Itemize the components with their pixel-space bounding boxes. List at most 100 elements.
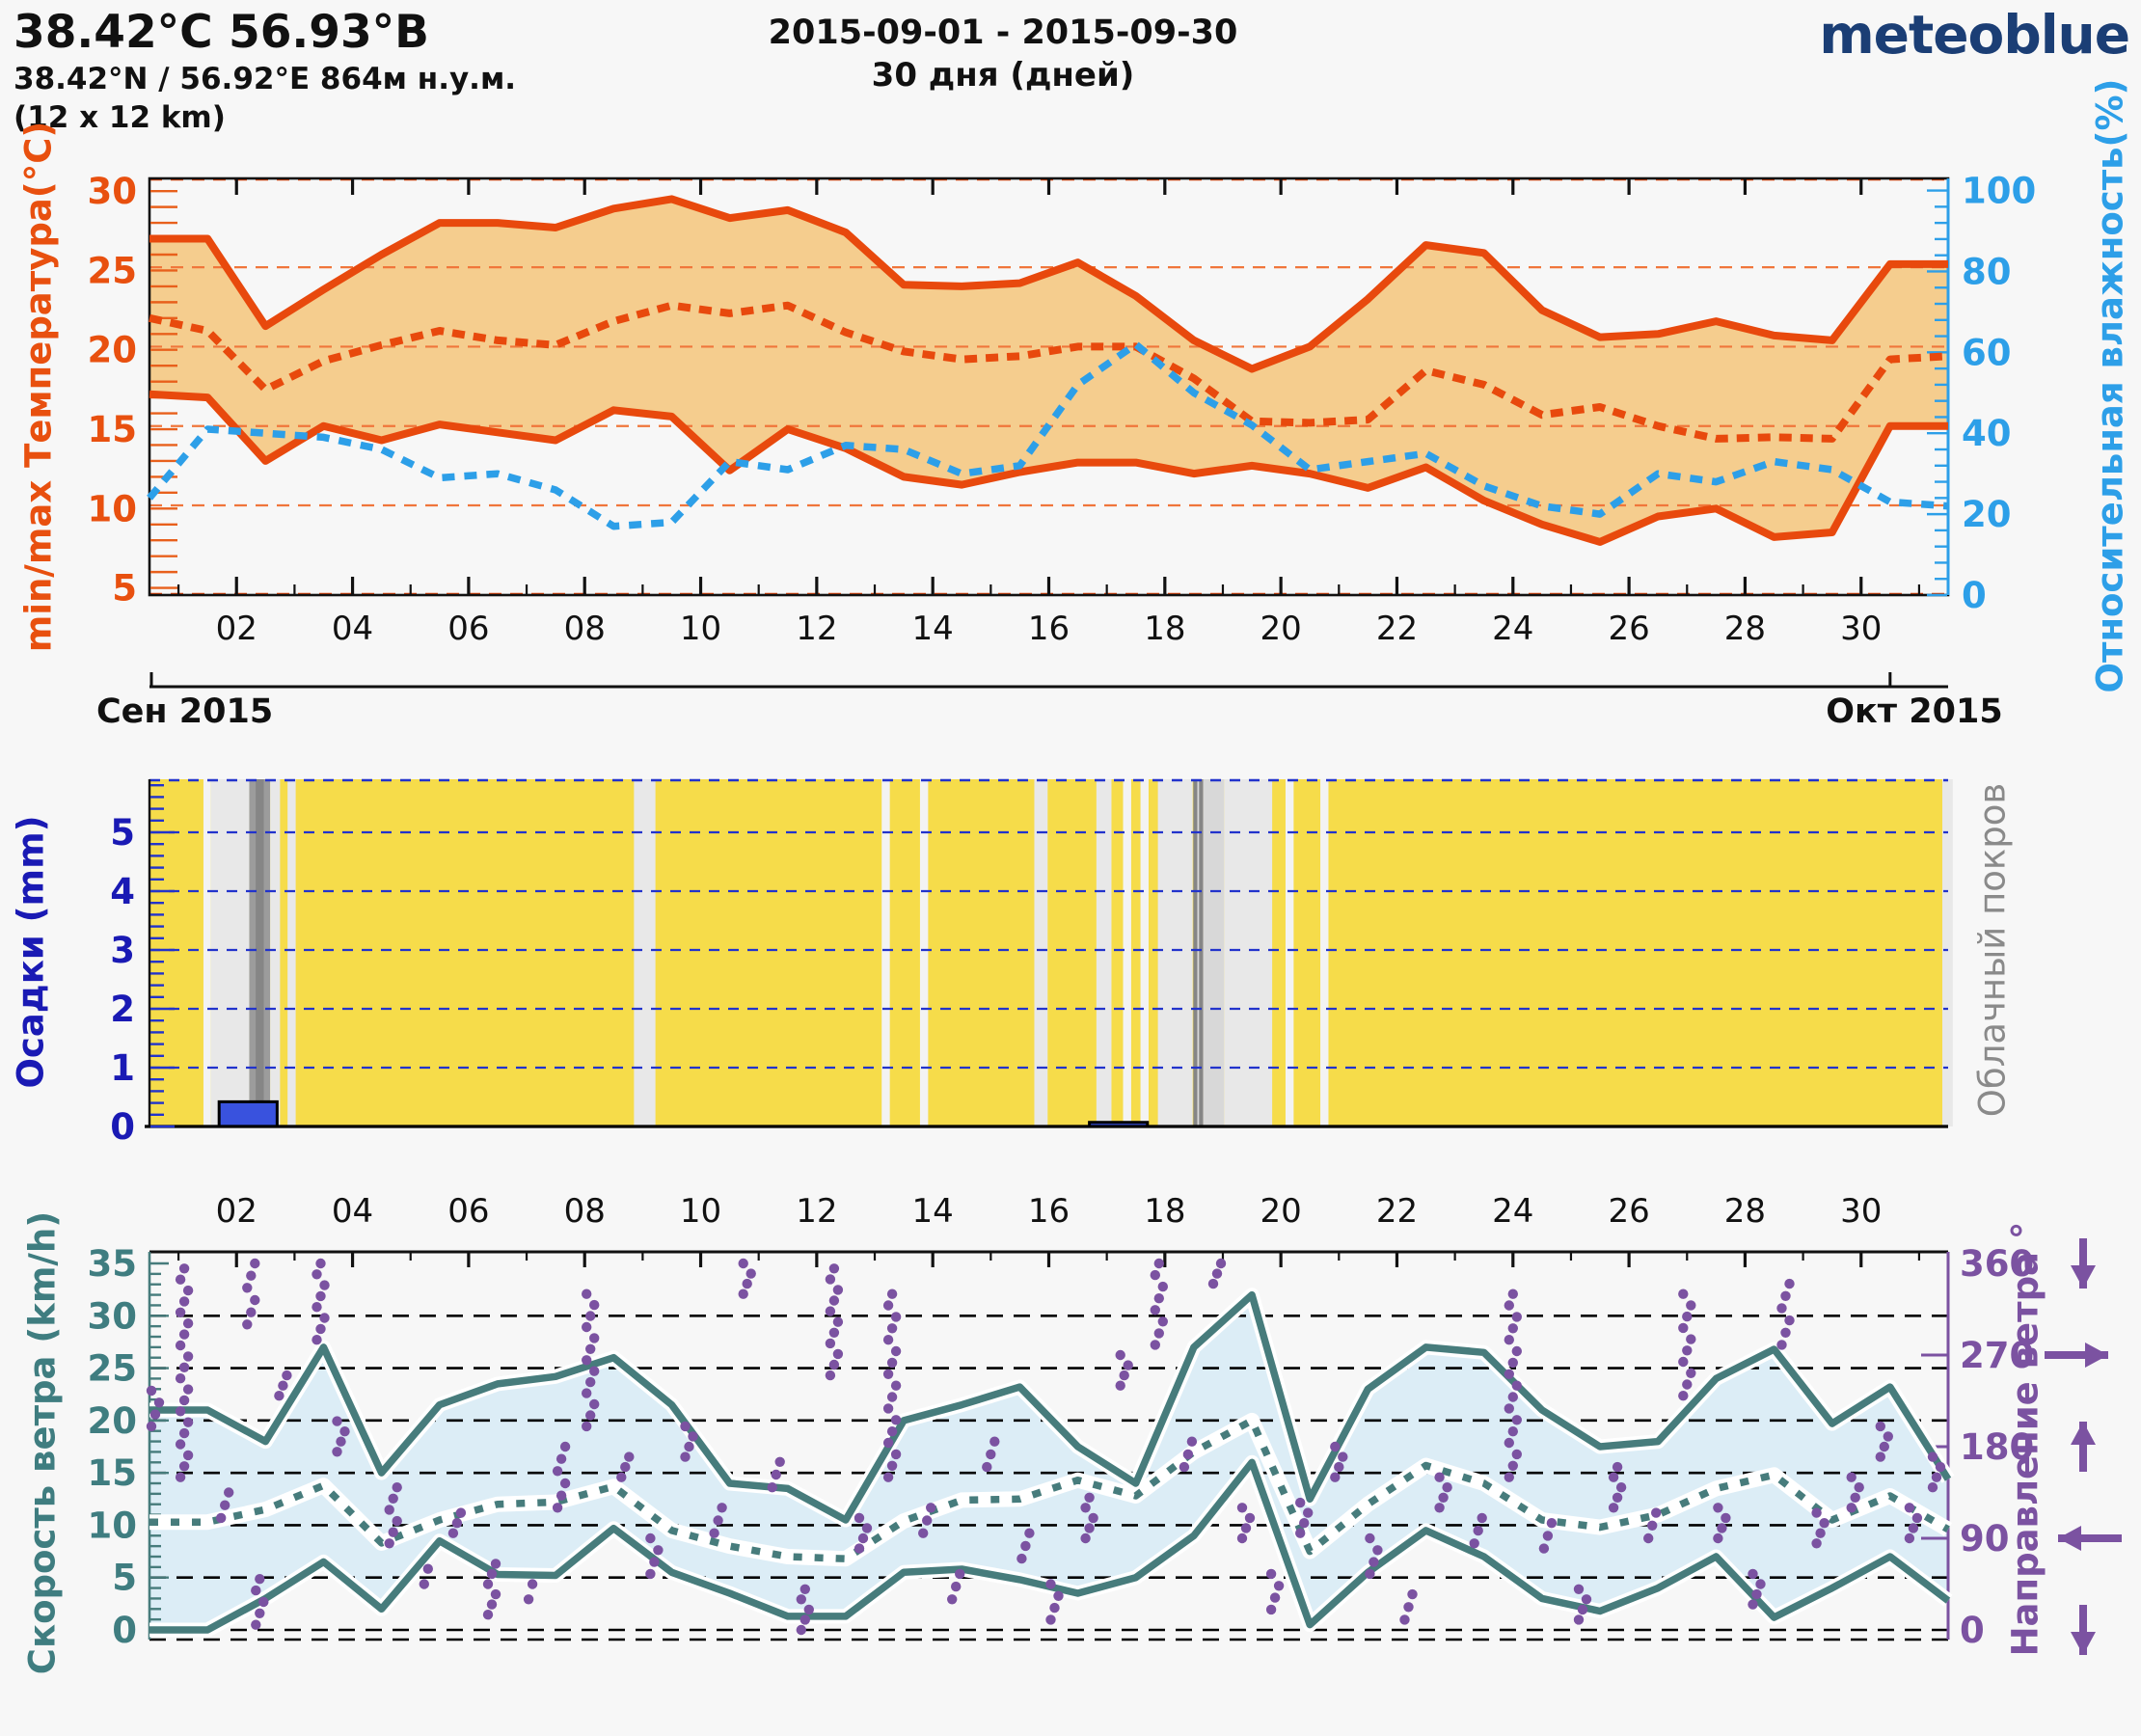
wind-direction-dot (1846, 1503, 1856, 1513)
wind-direction-dot (989, 1436, 1000, 1447)
wind-direction-dot (1811, 1538, 1822, 1549)
cloud-stripe (1197, 779, 1200, 1126)
wind-direction-dot (175, 1472, 186, 1482)
wind-direction-dot (447, 1528, 459, 1538)
wind-direction-dot (882, 1369, 894, 1380)
wind-direction-dot (709, 1528, 719, 1538)
wind-chart: 02 04 06 08 10 12 14 16 18 20 22 24 26 28 30 35 30 25 20 15… (88, 1192, 2122, 1655)
wind-direction-dot (955, 1568, 965, 1580)
wind-direction-dot (1244, 1512, 1256, 1524)
wind-direction-dot (738, 1288, 748, 1299)
wind-direction-dot (1372, 1545, 1383, 1556)
wind-direction-dot (1504, 1300, 1515, 1311)
wind-direction-dot (1240, 1523, 1252, 1533)
model-grid-line: (12 x 12 km) (14, 100, 226, 135)
wind-day-label: 20 (1260, 1192, 1302, 1231)
wind-direction-dot (559, 1478, 571, 1489)
cloud-stripe (203, 779, 211, 1126)
wind-direction-dot (1236, 1503, 1248, 1513)
wind-direction-dot (552, 1503, 563, 1513)
precip-tick-label: 1 (110, 1047, 135, 1089)
wind-direction-dot (1811, 1507, 1822, 1518)
wind-direction-dot (882, 1403, 894, 1414)
wind-direction-dot (1123, 1360, 1133, 1370)
wind-direction-dot (556, 1490, 567, 1501)
wind-direction-dot (246, 1270, 257, 1281)
wind-direction-dot (178, 1296, 190, 1307)
wind-direction-dot (1780, 1290, 1791, 1302)
wind-direction-dot (1045, 1614, 1056, 1625)
wind-direction-dot (1612, 1492, 1623, 1504)
wind-direction-dot (255, 1608, 265, 1619)
wind-direction-dot (178, 1329, 190, 1340)
cloud-stripe (287, 779, 296, 1126)
wind-direction-dot (1883, 1431, 1894, 1442)
wind-direction-dot (384, 1538, 394, 1549)
wind-direction-dot (922, 1515, 933, 1526)
wind-direction-dot (1511, 1380, 1523, 1391)
wind-direction-dot (319, 1313, 330, 1323)
wind-direction-dot (1776, 1303, 1787, 1314)
wind-direction-dot (688, 1431, 698, 1442)
temp-tick-label: 25 (88, 250, 138, 291)
wind-direction-dot (918, 1528, 929, 1538)
wind-direction-dot (1573, 1614, 1585, 1625)
temp-tick-label: 10 (88, 488, 138, 529)
duration-label: 30 дня (дней) (871, 56, 1135, 95)
wind-direction-dot (1577, 1604, 1588, 1615)
wind-direction-dot (1438, 1492, 1449, 1504)
wind-direction-dot (1581, 1594, 1592, 1605)
day-label: 28 (1724, 610, 1766, 648)
wind-direction-dot (828, 1327, 840, 1339)
wind-direction-dot (951, 1581, 962, 1592)
wind-direction-dot (175, 1406, 186, 1417)
wind-direction-dots (146, 1258, 1946, 1636)
wind-direction-dot (825, 1338, 836, 1349)
wind-direction-dot (1511, 1449, 1523, 1460)
wind-direction-dot (582, 1288, 592, 1299)
wind-direction-dot (258, 1596, 269, 1608)
wind-direction-dot (523, 1594, 534, 1605)
humidity-tick-label: 80 (1962, 251, 2012, 292)
wind-direction-dot (1080, 1533, 1091, 1544)
dir-tick-label: 360 (1960, 1243, 2034, 1285)
wind-direction-dot (832, 1316, 844, 1327)
dir-tick-label: 90 (1960, 1518, 2010, 1560)
coordinates-line: 38.42°N / 56.92°E 864м н.у.м. (14, 62, 517, 96)
wind-direction-dot (1875, 1421, 1886, 1432)
wind-direction-dot (890, 1415, 902, 1425)
cloud-stripe (1320, 779, 1329, 1126)
wind-direction-dot (799, 1614, 810, 1625)
wind-tick-label: 20 (88, 1400, 138, 1442)
wind-direction-dot (1507, 1460, 1519, 1472)
wind-direction-dot (645, 1568, 656, 1580)
cloud-stripe (881, 779, 890, 1126)
wind-direction-dot (312, 1335, 322, 1345)
wind-direction-dot (1399, 1614, 1410, 1625)
wind-tick-label: 10 (88, 1505, 138, 1546)
cloud-stripe (1199, 779, 1204, 1126)
wind-direction-dot (1084, 1523, 1095, 1533)
wind-direction-dot (803, 1604, 814, 1615)
wind-direction-dot (1215, 1258, 1227, 1269)
temp-tick-label: 20 (88, 330, 138, 371)
wind-direction-dot (1784, 1278, 1795, 1289)
dir-tick-label: 270 (1960, 1335, 2034, 1376)
wind-direction-dot (1511, 1345, 1523, 1357)
wind-direction-dot (146, 1385, 157, 1397)
humidity-tick-label: 0 (1962, 575, 1987, 616)
wind-mean-line (149, 1417, 1950, 1562)
wind-direction-dot (1053, 1590, 1064, 1602)
wind-direction-dot (1751, 1588, 1762, 1600)
wind-direction-dot (1713, 1503, 1723, 1513)
wind-direction-dot (616, 1472, 627, 1482)
wind-direction-dot (890, 1345, 902, 1357)
wind-direction-dot (1682, 1379, 1693, 1390)
wind-day-label: 24 (1492, 1192, 1533, 1231)
day-label: 22 (1376, 610, 1418, 648)
dir-tick-label: 180 (1960, 1426, 2034, 1468)
wind-direction-dot (589, 1398, 600, 1410)
wind-direction-dot (947, 1594, 958, 1605)
wind-direction-dot (1647, 1520, 1658, 1532)
